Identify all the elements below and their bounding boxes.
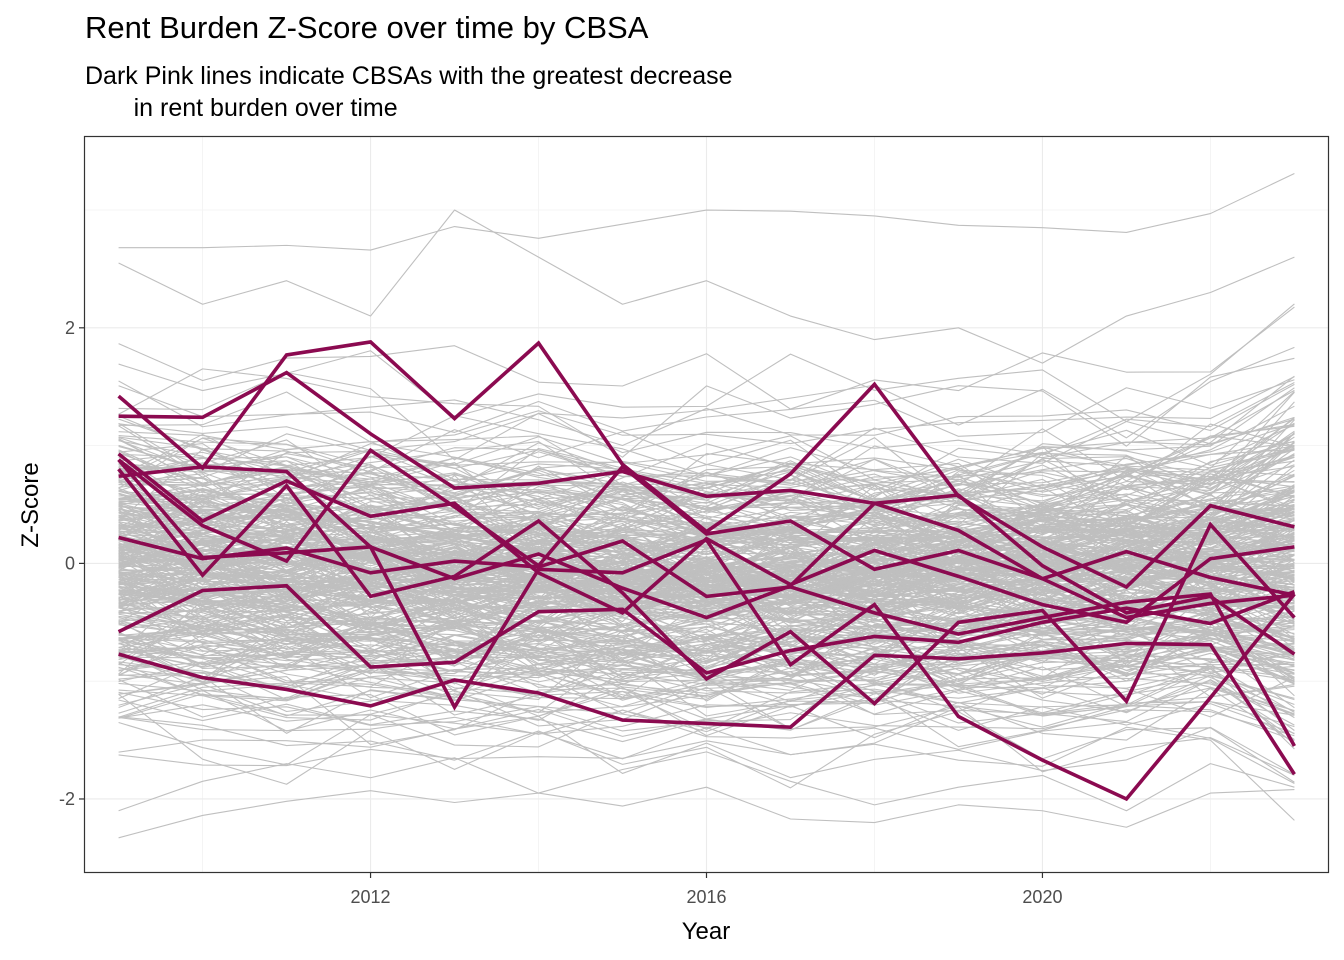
background-series-line [118,672,1295,715]
background-series-line [118,632,1295,702]
background-series-line [118,209,1295,364]
background-series-line [118,605,1295,698]
background-series-line [118,519,1295,610]
x-tick-label: 2012 [351,887,391,907]
highlight-series-line [117,583,1296,675]
background-series-line [118,346,1295,461]
background-series-line [118,681,1295,735]
background-series-line [118,556,1295,638]
background-series-line [118,173,1295,251]
background-series-line [118,528,1295,629]
background-series-line [118,357,1295,458]
background-series-line [118,624,1295,684]
highlight-series-line [118,465,1295,620]
background-series-line [118,379,1295,437]
background-series-line [118,448,1295,535]
background-series-line [118,623,1295,681]
background-series-line [118,687,1295,744]
highlight-series-line [118,641,1296,776]
background-series-line [118,547,1295,600]
background-series-line [118,419,1295,527]
background-series-line [118,306,1295,410]
background-series-line [118,418,1295,481]
background-series-line [118,512,1295,574]
background-series-line [118,691,1295,748]
background-series-line [118,435,1295,502]
background-series-line [118,508,1295,582]
y-tick-label: -2 [59,789,75,809]
background-series-line [118,501,1295,559]
background-series-line [118,751,1295,812]
chart-title: Rent Burden Z-Score over time by CBSA [85,10,649,45]
background-series-line [118,431,1295,511]
background-series-line [118,619,1295,682]
x-tick-label: 2020 [1022,887,1062,907]
y-axis-title: Z-Score [17,462,44,547]
background-series-line [118,382,1295,456]
highlight-series-line [117,468,1296,706]
highlight-series-line [117,458,1296,802]
highlight-series-line [118,370,1296,656]
background-series-line [118,715,1295,779]
background-series-line [118,786,1295,839]
background-series-line [118,662,1295,718]
background-series-line [118,437,1295,523]
x-tick-label: 2016 [686,887,726,907]
background-series-line [118,549,1295,607]
background-series-line [118,488,1295,544]
background-series-line [118,711,1295,789]
background-series-line [118,599,1295,683]
background-series-line [118,709,1295,784]
highlight-series-group [117,340,1296,802]
background-series-line [118,671,1295,717]
background-series-line [118,441,1295,506]
background-series-line [118,376,1295,445]
background-series-line [118,510,1295,600]
background-series-line [118,605,1295,664]
background-series-line [118,521,1295,594]
x-axis-ticks: 2012 2016 2020 [351,872,1062,907]
background-series-line [118,391,1295,500]
background-series-line [118,693,1295,785]
y-tick-label: 0 [65,553,75,573]
background-series-line [118,674,1295,741]
background-series-line [118,535,1295,623]
background-series-line [118,447,1295,510]
background-series-line [118,646,1295,717]
background-series-line [118,536,1295,602]
highlight-series-line [118,535,1296,747]
background-series-line [118,615,1295,657]
background-series-line [118,449,1295,530]
background-series-line [118,303,1295,423]
background-series-line [118,459,1295,561]
x-axis-title: Year [682,918,731,945]
y-axis-ticks: -2 0 2 [59,318,85,809]
background-series-line [118,665,1295,750]
highlight-series-line [117,340,1295,590]
background-series-line [118,653,1295,731]
chart-subtitle: Dark Pink lines indicate CBSAs with the … [85,62,733,122]
background-series-line [118,726,1295,821]
background-series-line [118,567,1295,631]
y-tick-label: 2 [65,318,75,338]
background-series-line [118,661,1295,719]
background-series-line [118,380,1295,447]
